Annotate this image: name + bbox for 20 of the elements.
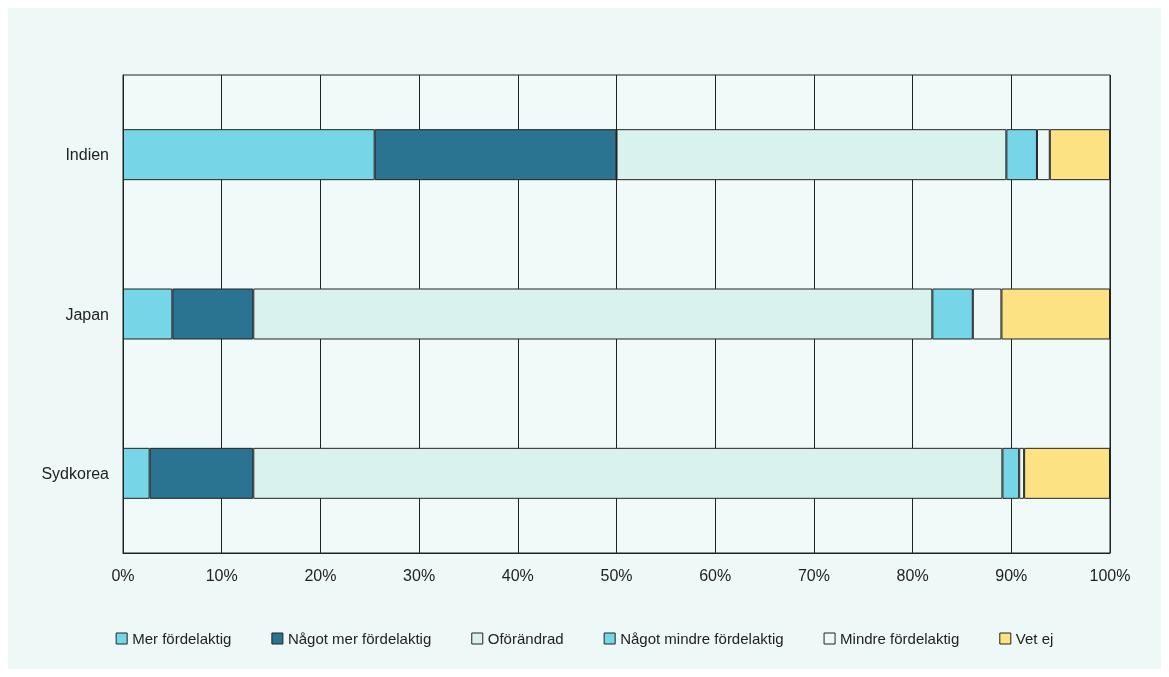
legend-label: Mindre fördelaktig	[840, 630, 960, 647]
legend-label: Oförändrad	[487, 630, 564, 647]
x-tick-label: 10%	[205, 566, 238, 584]
x-tick-label: 100%	[1089, 566, 1131, 584]
y-tick-label: Japan	[65, 305, 109, 323]
x-tick-label: 80%	[896, 566, 929, 584]
legend-label: Vet ej	[1015, 630, 1054, 647]
legend-label: Något mer fördelaktig	[287, 630, 432, 647]
x-tick-label: 70%	[797, 566, 830, 584]
x-tick-label: 30%	[403, 566, 436, 584]
x-tick-label: 40%	[501, 566, 534, 584]
x-tick-label: 60%	[699, 566, 732, 584]
x-tick-label: 20%	[304, 566, 337, 584]
legend-label: Mer fördelaktig	[132, 630, 232, 647]
x-tick-label: 50%	[600, 566, 633, 584]
y-tick-label: Sydkorea	[41, 464, 110, 482]
x-tick-label: 0%	[111, 566, 135, 584]
x-tick-label: 90%	[995, 566, 1028, 584]
y-tick-label: Indien	[65, 146, 109, 164]
legend-label: Något mindre fördelaktig	[620, 630, 784, 647]
